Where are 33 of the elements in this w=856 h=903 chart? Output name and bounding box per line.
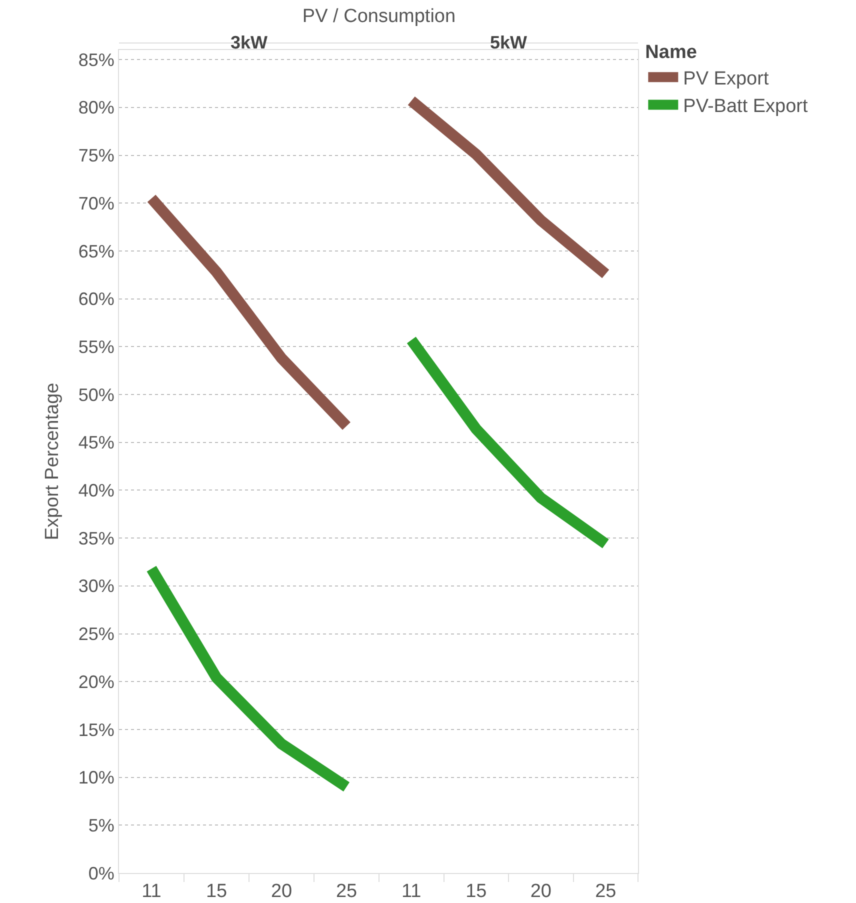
legend-label: PV-Batt Export <box>683 96 809 118</box>
y-tick-label: 60% <box>78 289 114 310</box>
y-tick-label: 30% <box>78 576 114 596</box>
legend-title: Name <box>645 42 697 64</box>
y-tick-label: 50% <box>78 384 114 405</box>
y-tick-label: 75% <box>78 146 114 166</box>
y-axis-title: Export Percentage <box>42 382 64 540</box>
y-tick-label: 35% <box>78 528 114 548</box>
x-tick-label: 20 <box>530 880 552 902</box>
chart-title: 5kW <box>490 32 528 52</box>
y-tick-label: 15% <box>78 720 114 740</box>
y-tick-label: 40% <box>78 480 114 501</box>
legend-label: PV Export <box>683 68 770 90</box>
y-tick-label: 45% <box>78 432 114 453</box>
y-tick-label: 85% <box>78 50 114 70</box>
y-tick-label: 20% <box>78 672 114 692</box>
x-tick-label: 25 <box>336 880 358 902</box>
y-tick-label: 25% <box>78 624 114 644</box>
y-tick-label: 10% <box>78 768 114 788</box>
chart-title: 3kW <box>230 32 268 52</box>
x-axis-title: PV / Consumption <box>301 6 457 28</box>
x-tick-label: 25 <box>595 880 616 902</box>
x-tick-label: 20 <box>270 880 292 902</box>
y-tick-label: 0% <box>88 863 114 884</box>
y-tick-label: 5% <box>88 815 114 836</box>
y-tick-label: 65% <box>78 241 114 262</box>
y-tick-label: 70% <box>78 193 114 214</box>
y-tick-label: 80% <box>78 98 114 118</box>
x-tick-label: 11 <box>142 880 162 902</box>
x-tick-label: 15 <box>466 880 487 902</box>
y-tick-label: 55% <box>78 336 114 357</box>
x-tick-label: 11 <box>402 880 422 902</box>
x-tick-label: 15 <box>206 880 228 902</box>
